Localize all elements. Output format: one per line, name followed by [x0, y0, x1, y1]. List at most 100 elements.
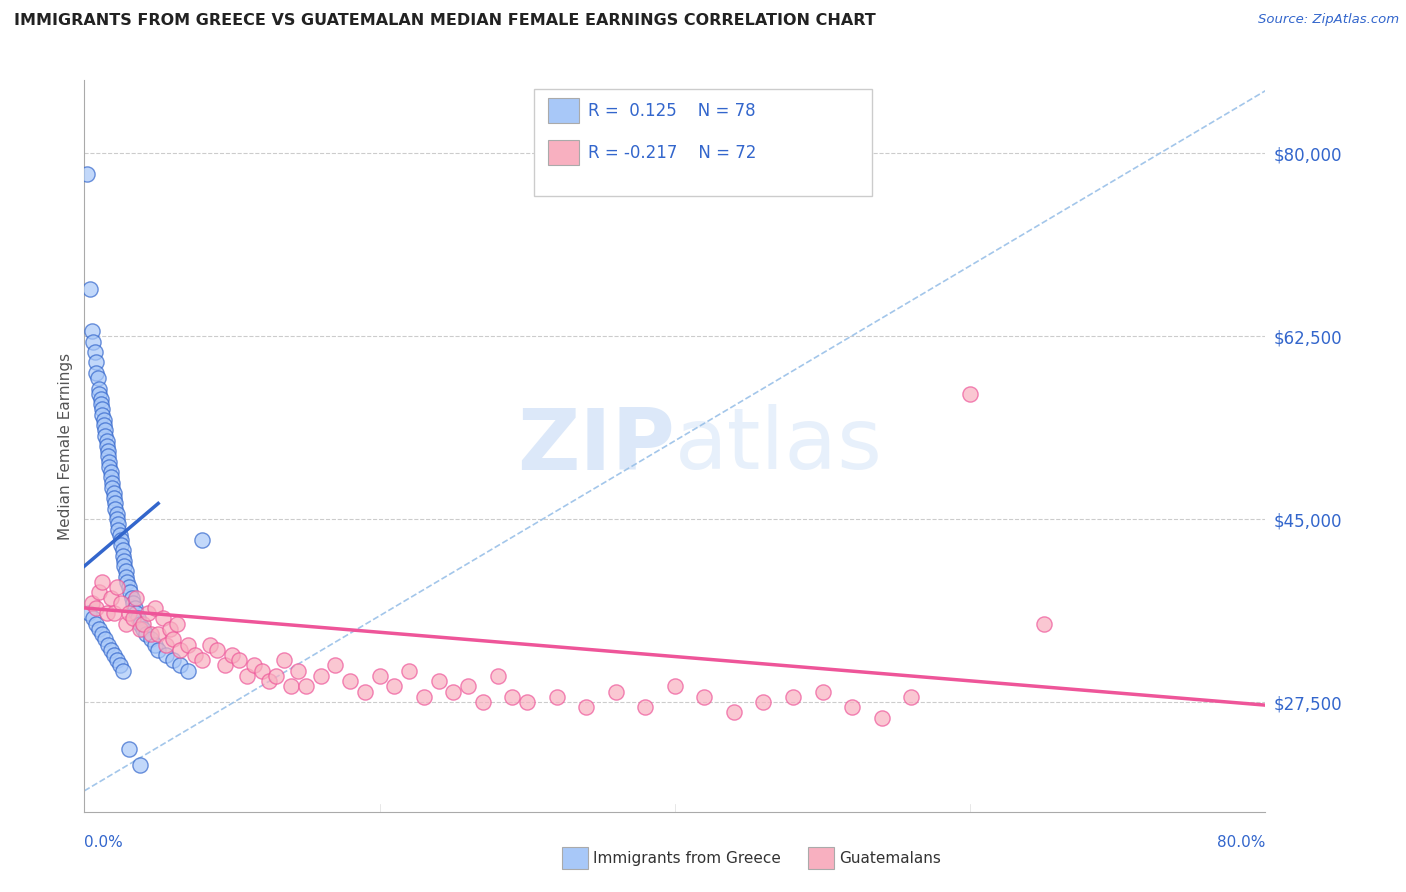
Point: [135, 627, 157, 641]
Point: [84, 355, 107, 369]
Point: [870, 711, 893, 725]
Point: [108, 528, 131, 542]
Point: [100, 470, 122, 484]
Point: [323, 658, 347, 673]
Point: [575, 700, 598, 714]
Point: [159, 622, 181, 636]
Point: [94, 428, 117, 442]
Point: [184, 648, 207, 662]
Point: [84, 366, 107, 380]
Point: [501, 690, 523, 704]
Point: [91, 402, 114, 417]
Point: [546, 690, 568, 704]
Point: [125, 591, 148, 605]
Point: [250, 664, 273, 678]
Point: [243, 658, 266, 673]
Point: [118, 606, 141, 620]
Point: [114, 565, 136, 579]
Point: [94, 632, 117, 647]
Point: [152, 611, 174, 625]
Point: [100, 465, 122, 479]
Point: [280, 679, 302, 693]
Point: [91, 627, 114, 641]
Y-axis label: Median Female Earnings: Median Female Earnings: [58, 352, 73, 540]
Point: [91, 408, 114, 422]
Point: [93, 418, 115, 433]
Point: [309, 669, 332, 683]
Point: [111, 543, 134, 558]
Point: [129, 622, 152, 636]
Point: [166, 616, 188, 631]
Text: atlas: atlas: [675, 404, 883, 488]
Point: [664, 679, 686, 693]
Point: [114, 616, 136, 631]
Point: [811, 684, 834, 698]
Point: [693, 690, 716, 704]
Point: [177, 638, 200, 652]
Point: [111, 664, 134, 678]
Point: [125, 606, 148, 620]
Point: [413, 690, 436, 704]
Point: [162, 632, 184, 647]
Point: [129, 616, 152, 631]
Point: [115, 574, 138, 589]
Point: [104, 496, 127, 510]
Point: [84, 601, 107, 615]
Point: [287, 664, 309, 678]
Point: [155, 638, 177, 652]
Point: [634, 700, 657, 714]
Point: [214, 658, 236, 673]
Point: [103, 606, 125, 620]
Point: [900, 690, 922, 704]
Point: [110, 533, 132, 547]
Text: Immigrants from Greece: Immigrants from Greece: [593, 851, 782, 865]
Point: [96, 606, 118, 620]
Point: [136, 606, 159, 620]
Point: [101, 475, 124, 490]
Point: [162, 653, 184, 667]
Point: [82, 334, 104, 349]
Point: [101, 481, 124, 495]
Point: [114, 569, 136, 583]
Point: [398, 664, 420, 678]
Point: [104, 501, 127, 516]
Point: [191, 653, 214, 667]
Point: [90, 397, 112, 411]
Point: [177, 664, 200, 678]
Point: [98, 455, 121, 469]
Point: [169, 658, 191, 673]
Point: [100, 591, 122, 605]
Point: [89, 382, 111, 396]
Point: [91, 574, 114, 589]
Point: [80, 324, 103, 338]
Point: [339, 674, 361, 689]
Point: [110, 538, 132, 552]
Point: [76, 167, 98, 181]
Point: [132, 616, 155, 631]
Point: [118, 742, 141, 756]
Point: [382, 679, 406, 693]
Point: [118, 580, 141, 594]
Point: [752, 695, 775, 709]
Point: [98, 459, 121, 474]
Point: [427, 674, 450, 689]
Point: [441, 684, 464, 698]
Point: [93, 413, 115, 427]
Point: [90, 392, 112, 406]
Point: [105, 512, 128, 526]
Point: [97, 444, 120, 458]
Text: IMMIGRANTS FROM GREECE VS GUATEMALAN MEDIAN FEMALE EARNINGS CORRELATION CHART: IMMIGRANTS FROM GREECE VS GUATEMALAN MED…: [14, 13, 876, 29]
Point: [264, 669, 288, 683]
Point: [107, 523, 129, 537]
Point: [486, 669, 509, 683]
Point: [84, 616, 107, 631]
Point: [782, 690, 804, 704]
Point: [148, 642, 170, 657]
Point: [516, 695, 538, 709]
Point: [228, 653, 250, 667]
Point: [77, 606, 100, 620]
Point: [139, 627, 162, 641]
Point: [273, 653, 295, 667]
Point: [121, 591, 143, 605]
Point: [457, 679, 479, 693]
